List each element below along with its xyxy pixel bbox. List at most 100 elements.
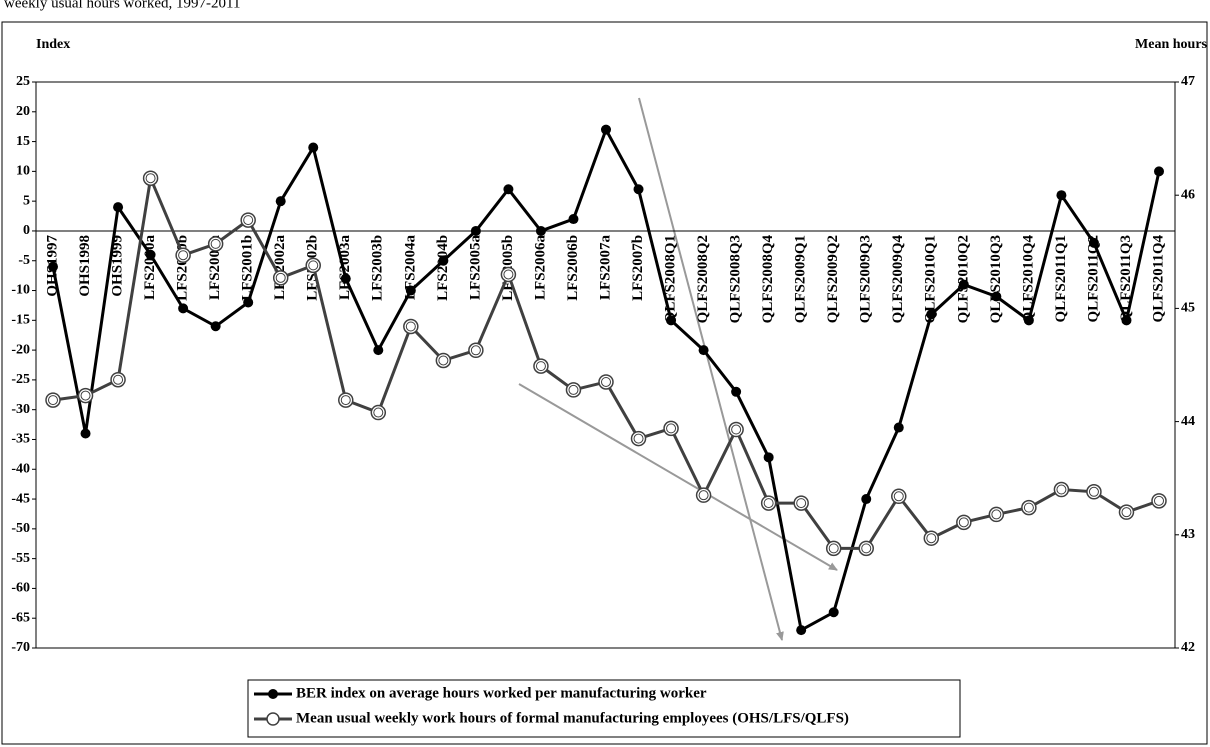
x-tick-label: QLFS2009Q4 [890,234,906,323]
y-tick-label: -70 [11,640,30,655]
x-tick-label: OHS1999 [109,235,125,297]
point [373,345,384,356]
point-inner [763,498,774,509]
y-tick-label: -60 [11,581,30,596]
y2-tick-label: 47 [1181,74,1195,89]
x-tick-label: QLFS2010Q3 [988,235,1004,323]
point-inner [1154,495,1164,506]
point [145,249,156,260]
point-inner [535,361,546,372]
point-inner [438,355,449,366]
x-tick-label: LFS2000b [175,235,191,301]
point-inner [145,173,156,184]
x-tick-label: LFS2003b [370,235,386,301]
point [926,309,937,320]
y2-tick-label: 44 [1181,414,1195,429]
point [535,225,546,236]
point-inner [113,374,124,385]
point [438,255,449,266]
y2-tick-label: 42 [1181,640,1195,655]
chart-title: weekly usual hours worked, 1997-2011 [4,0,240,11]
point [308,142,319,153]
point [1088,237,1099,248]
y-tick-label: -15 [11,313,30,328]
point [991,291,1002,302]
point [763,452,774,463]
point-inner [861,543,872,554]
x-tick-label: LFS2001a [207,234,223,300]
x-tick-label: LFS2006b [565,235,581,301]
point [861,494,872,505]
point [1154,166,1164,177]
point-inner [80,390,91,401]
point-inner [243,215,254,226]
x-tick-label: QLFS2010Q4 [1020,234,1036,323]
point [633,184,644,195]
x-tick-label: QLFS2008Q3 [728,235,744,323]
point [698,345,709,356]
y-tick-label: 15 [16,134,30,149]
point-inner [503,269,514,280]
point-inner [340,395,351,406]
y-tick-label: -55 [11,551,30,566]
point-inner [405,321,416,332]
legend [247,679,961,738]
point-inner [308,260,319,271]
point [1023,315,1034,326]
point [113,202,124,213]
y-tick-label: -35 [11,432,30,447]
y-tick-label: -65 [11,610,30,625]
point [80,428,91,439]
point-inner [958,517,969,528]
y-tick-label: -10 [11,283,30,298]
x-tick-label: LFS2004a [402,234,418,300]
point [178,303,189,314]
y-tick-label: -5 [18,253,30,268]
trend-arrow [638,97,784,641]
point-inner [178,250,189,261]
point-inner [731,424,742,435]
y-tick-label: 0 [23,223,30,238]
y-axis-title: Index [36,37,70,52]
x-tick-label: LFS2004b [435,235,451,301]
point [1056,190,1067,201]
y-tick-label: -30 [11,402,30,417]
point-inner [470,345,481,356]
point-inner [568,384,579,395]
y-tick-label: -50 [11,521,30,536]
point-inner [1023,502,1034,513]
point-inner [1056,484,1067,495]
point-inner [633,433,644,444]
chart-frame [1,21,1208,745]
y-tick-label: -25 [11,372,30,387]
x-tick-label: LFS2005a [467,234,483,300]
legend-marker [266,712,280,726]
point-inner [1121,507,1132,518]
y-tick-label: -40 [11,461,30,476]
point-inner [275,272,286,283]
point [731,386,742,397]
point [601,124,611,135]
point-inner [601,376,611,387]
x-tick-label: QLFS2011Q4 [1150,234,1166,322]
point [210,321,221,332]
point [893,422,904,433]
y2-axis-title: Mean hours [1135,37,1208,52]
point [958,279,969,290]
point-inner [796,498,807,509]
x-tick-label: QLFS2008Q1 [662,235,678,323]
point [275,196,286,207]
y2-tick-label: 43 [1181,527,1195,542]
point-inner [666,423,677,434]
point-inner [991,509,1002,520]
point [470,225,481,236]
x-tick-label: QLFS2008Q2 [695,235,711,323]
x-tick-label: QLFS2009Q3 [858,235,874,323]
point [568,214,579,225]
y-tick-label: -45 [11,491,30,506]
plot-area [35,81,1176,649]
point-inner [1088,486,1099,497]
x-tick-label: QLFS2011Q2 [1085,235,1101,323]
point [503,184,514,195]
